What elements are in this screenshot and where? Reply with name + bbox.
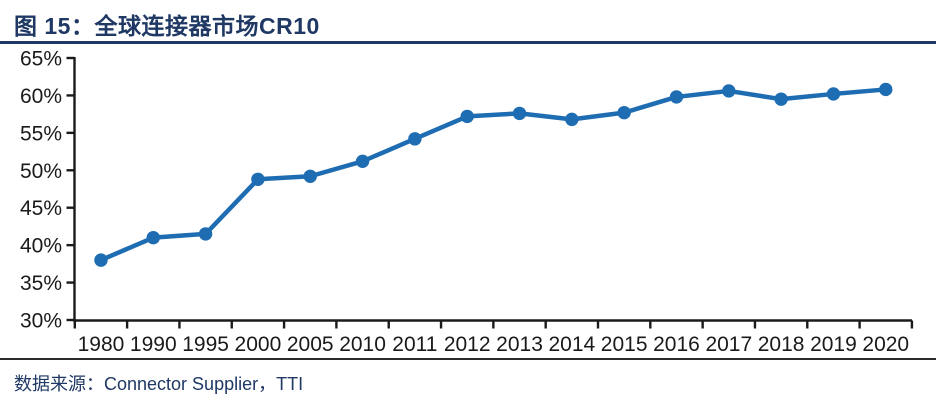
data-point: [512, 106, 527, 121]
y-axis-tick-label: 45%: [20, 197, 62, 220]
cr10-line-chart: 65% 60% 55% 50% 45% 40% 35% 30% 1980 1990 1995 2000…: [20, 48, 914, 356]
data-point: [669, 90, 684, 104]
data-point: [408, 132, 422, 146]
data-point: [826, 87, 841, 101]
data-point: [251, 172, 265, 186]
data-point: [617, 105, 631, 120]
data-points: [94, 82, 893, 267]
y-axis-tick-label: 40%: [20, 235, 62, 258]
data-point: [303, 169, 317, 183]
x-axis-tick-label: 2012: [444, 333, 491, 356]
y-axis-tick-label: 30%: [20, 310, 62, 333]
x-axis-labels: 1980 1990 1995 2000 2005 2010 2011 2012 2013 2014…: [78, 333, 910, 356]
x-axis-tick-label: 2011: [392, 333, 437, 356]
data-point: [565, 112, 579, 127]
y-axis-tick-label: 55%: [20, 122, 62, 145]
x-axis-tick-label: 2013: [496, 333, 543, 356]
x-axis-tick-label: 2010: [339, 333, 386, 356]
y-axis-tick-label: 60%: [20, 85, 62, 108]
x-axis-tick-label: 2005: [287, 333, 334, 356]
data-point: [879, 82, 893, 97]
figure-title: 图 15：全球连接器市场CR10: [0, 0, 936, 44]
data-point: [722, 84, 736, 98]
axes: [66, 56, 914, 329]
x-axis-tick-label: 2018: [758, 333, 805, 356]
data-point: [460, 109, 474, 124]
data-point: [146, 230, 160, 245]
cr10-trend-line: [98, 87, 889, 263]
x-axis-tick-label: 2016: [653, 333, 700, 356]
y-axis-labels: 65% 60% 55% 50% 45% 40% 35% 30%: [20, 48, 62, 333]
x-axis-tick-label: 2019: [810, 333, 857, 356]
x-axis-tick-label: 2015: [601, 333, 648, 356]
x-axis-tick-label: 2000: [235, 333, 282, 356]
data-point: [94, 253, 108, 267]
x-axis-tick-label: 2017: [705, 333, 752, 356]
data-point: [198, 227, 213, 241]
data-point: [355, 154, 370, 169]
x-axis-tick-label: 2014: [548, 333, 595, 356]
y-axis-tick-label: 50%: [20, 160, 62, 183]
y-axis-tick-label: 35%: [20, 272, 62, 295]
x-axis-tick-label: 2020: [862, 333, 909, 356]
x-axis-tick-label: 1980: [78, 333, 125, 356]
x-axis-tick-label: 1990: [130, 333, 177, 356]
data-source-note: 数据来源：Connector Supplier，TTI: [0, 358, 936, 410]
data-point: [774, 92, 788, 106]
x-axis-tick-label: 1995: [182, 333, 229, 356]
y-axis-tick-label: 65%: [20, 48, 62, 71]
